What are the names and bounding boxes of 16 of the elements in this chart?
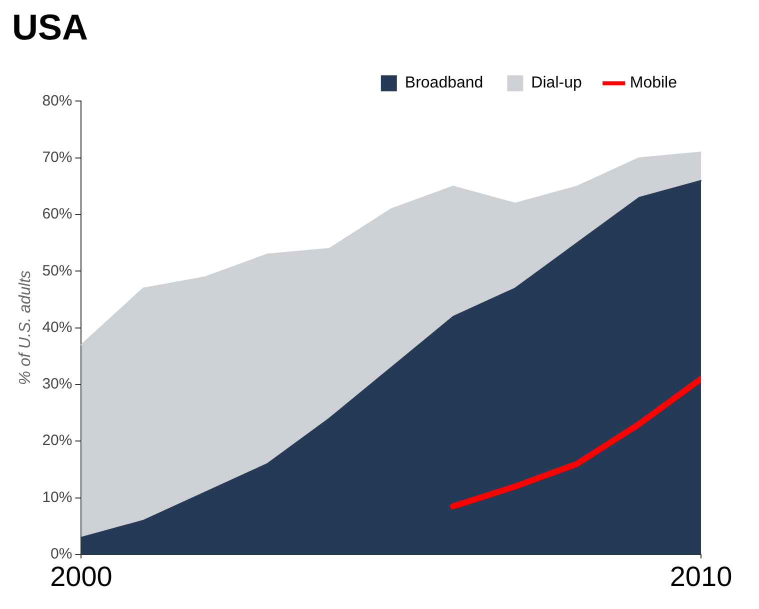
y-tick-label: 20% [42, 432, 72, 450]
y-tick-label: 10% [42, 488, 72, 506]
x-tick-label: 2010 [670, 560, 732, 592]
x-tick-label: 2000 [50, 560, 112, 592]
legend-label: Mobile [630, 74, 678, 92]
y-tick-label: 0% [50, 546, 72, 563]
y-tick-label: 60% [42, 206, 72, 223]
legend-label: Broadband [404, 74, 484, 92]
y-tick-label: 40% [42, 318, 72, 336]
legend-label: Dial-up [531, 74, 582, 92]
chart-title: USA [12, 6, 88, 48]
y-tick-label: 70% [42, 148, 72, 166]
y-tick-label: 30% [42, 376, 72, 393]
y-axis-title: % of U.S. adults [17, 270, 34, 386]
y-tick-label: 80% [42, 92, 72, 110]
y-tick-label: 50% [42, 262, 72, 280]
